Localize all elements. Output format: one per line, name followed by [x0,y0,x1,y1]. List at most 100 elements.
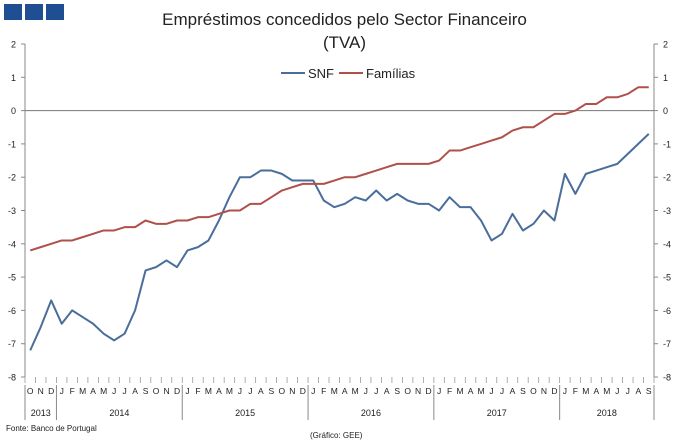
x-month-label: O [279,386,286,396]
y-tick-label-left: -6 [8,306,16,316]
legend-label-familias: Famílias [366,66,416,81]
x-month-label: J [374,386,378,396]
y-tick-label-right: -7 [663,339,671,349]
x-month-label: M [79,386,86,396]
year-label: 2018 [597,408,617,418]
x-month-label: M [582,386,589,396]
chart-title-line1: Empréstimos concedidos pelo Sector Finan… [162,10,527,29]
x-month-label: A [90,386,96,396]
x-month-label: J [615,386,619,396]
x-month-label: A [510,386,516,396]
y-tick-label-left: -1 [8,139,16,149]
x-month-label: J [364,386,368,396]
legend-label-snf: SNF [308,66,334,81]
chart-title: Empréstimos concedidos pelo Sector Finan… [0,8,689,54]
x-month-label: A [384,386,390,396]
year-label: 2014 [109,408,129,418]
x-month-label: M [352,386,359,396]
x-month-label: M [226,386,233,396]
x-month-label: S [646,386,652,396]
year-label: 2015 [235,408,255,418]
x-month-label: S [520,386,526,396]
x-month-label: M [603,386,610,396]
x-month-label: J [60,386,64,396]
chart-title-line2: (TVA) [322,33,367,52]
x-month-label: O [404,386,411,396]
y-tick-label-left: -5 [8,273,16,283]
x-month-label: J [489,386,493,396]
x-month-label: J [626,386,630,396]
x-month-label: M [205,386,212,396]
x-month-label: S [143,386,149,396]
y-tick-label-left: -3 [8,206,16,216]
x-month-label: D [300,386,306,396]
y-tick-label-left: 2 [11,40,16,50]
x-month-label: J [185,386,189,396]
y-tick-label-right: -4 [663,239,671,249]
x-month-label: D [426,386,432,396]
y-tick-label-right: -2 [663,173,671,183]
y-tick-label-left: -2 [8,173,16,183]
y-tick-label-left: 0 [11,106,16,116]
y-tick-label-right: -3 [663,206,671,216]
x-month-label: A [594,386,600,396]
x-month-label: N [163,386,169,396]
x-month-label: A [132,386,138,396]
x-month-label: J [500,386,504,396]
y-tick-label-right: -1 [663,139,671,149]
x-month-label: J [248,386,252,396]
logo-block-2 [25,4,43,20]
x-month-label: M [477,386,484,396]
x-month-label: N [38,386,44,396]
y-tick-label-left: -7 [8,339,16,349]
x-month-label: J [563,386,567,396]
x-month-label: J [311,386,315,396]
x-month-label: A [635,386,641,396]
x-month-label: M [331,386,338,396]
x-month-label: O [530,386,537,396]
y-tick-label-right: 1 [663,73,668,83]
x-month-label: F [195,386,200,396]
year-label: 2016 [361,408,381,418]
x-month-label: A [216,386,222,396]
x-month-label: S [394,386,400,396]
x-month-label: N [541,386,547,396]
x-month-label: J [112,386,116,396]
logo-block-1 [4,4,22,20]
logo-block-3 [46,4,64,20]
x-month-label: N [415,386,421,396]
x-month-label: M [457,386,464,396]
x-month-label: F [70,386,75,396]
x-month-label: J [122,386,126,396]
series-line-snf [29,133,650,351]
x-month-label: F [573,386,578,396]
x-month-label: F [321,386,326,396]
x-month-label: D [551,386,557,396]
y-tick-label-left: -4 [8,239,16,249]
x-month-label: J [238,386,242,396]
x-month-label: F [447,386,452,396]
year-label: 2017 [487,408,507,418]
x-month-label: M [100,386,107,396]
x-month-label: O [27,386,34,396]
x-month-label: A [468,386,474,396]
x-month-label: D [48,386,54,396]
y-tick-label-right: -6 [663,306,671,316]
x-month-label: A [258,386,264,396]
x-month-label: A [342,386,348,396]
x-month-label: O [153,386,160,396]
x-month-label: N [289,386,295,396]
series-line-familias [29,86,649,252]
y-tick-label-right: -5 [663,273,671,283]
x-month-label: D [174,386,180,396]
y-tick-label-left: -8 [8,373,16,383]
x-month-label: S [269,386,275,396]
year-label: 2013 [31,408,51,418]
source-note: Fonte: Banco de Portugal [6,424,97,433]
credit-note: (Gráfico: GEE) [310,431,363,440]
y-tick-label-left: 1 [11,73,16,83]
logo [4,4,64,20]
y-tick-label-right: -8 [663,373,671,383]
x-month-label: J [437,386,441,396]
